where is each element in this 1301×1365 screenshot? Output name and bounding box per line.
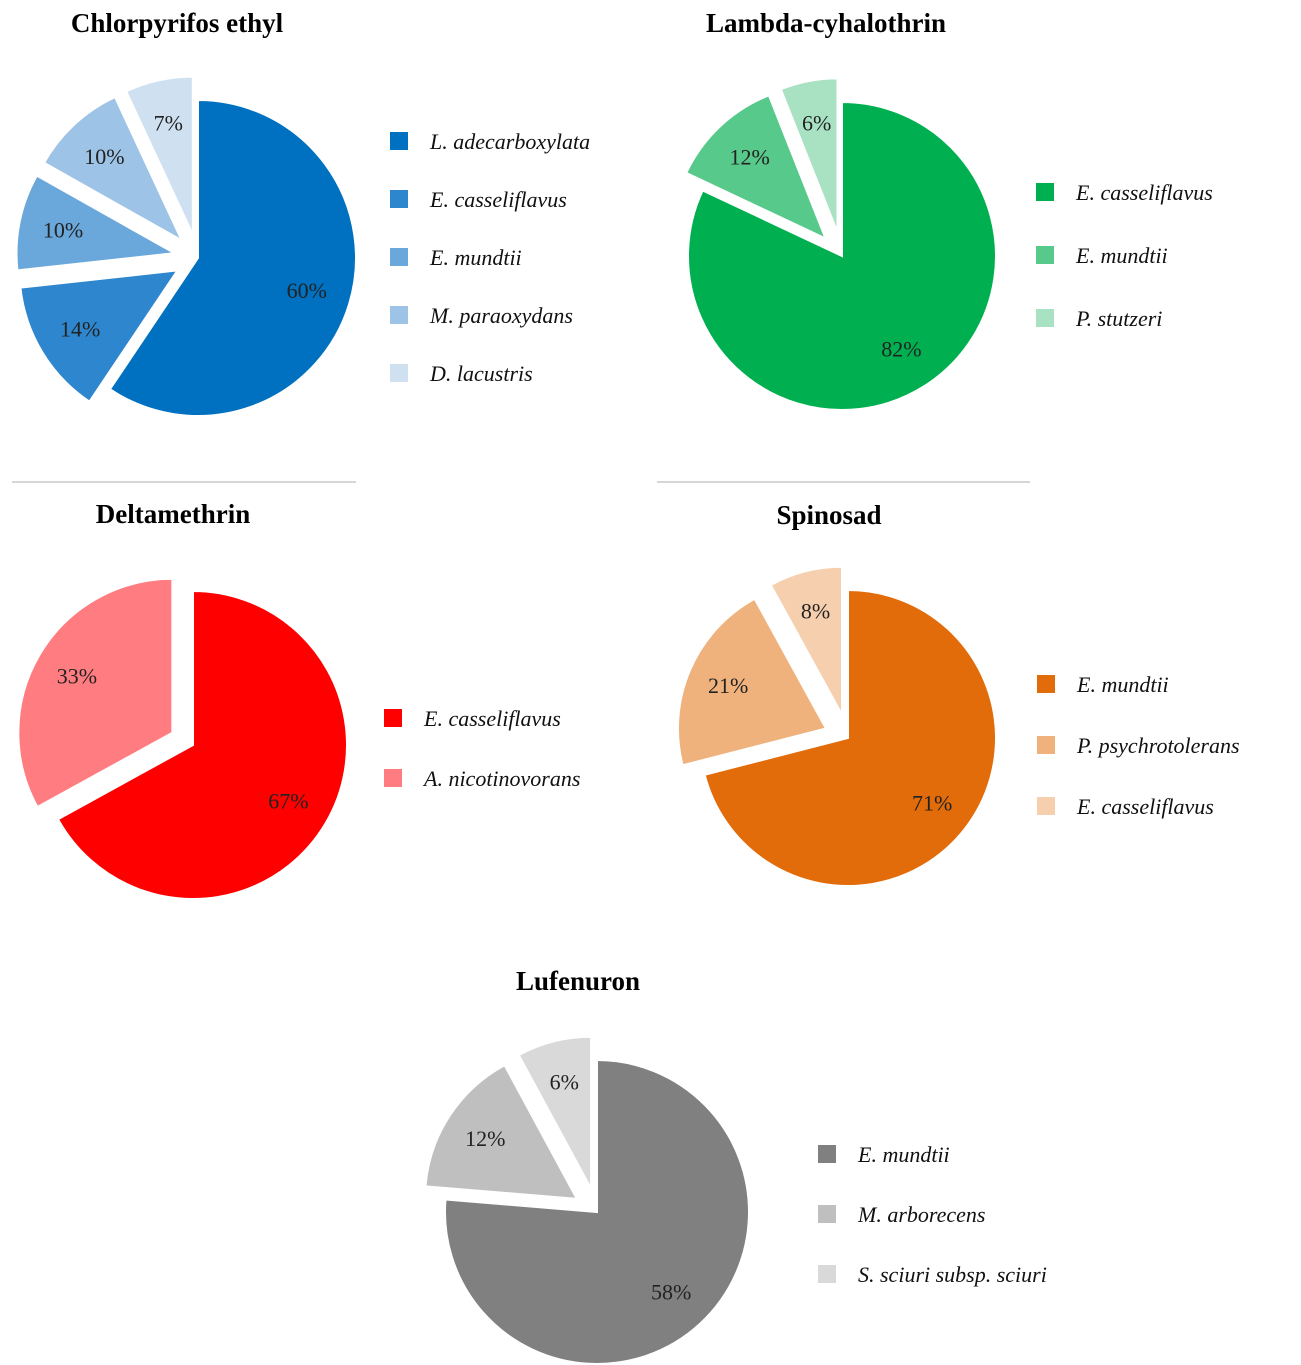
pie-slice-m-paraoxydans — [42, 95, 184, 243]
legend: E. mundtii M. arborecens S. sciuri subsp. … — [818, 1142, 1047, 1287]
legend-swatch — [818, 1145, 836, 1163]
legend-label: P. stutzeri — [1075, 306, 1162, 331]
legend-label: S. sciuri subsp. sciuri — [858, 1262, 1047, 1287]
pie-slice-p-psychrotolerans — [676, 597, 828, 767]
pie-slice-p-stutzeri — [779, 77, 839, 233]
pie-slice-e-mundtii — [15, 174, 178, 272]
legend-label: E. casseliflavus — [429, 187, 567, 212]
legend-swatch — [390, 132, 408, 150]
pie-slice-e-mundtii — [703, 588, 997, 887]
pie-slice-d-lacustris — [124, 75, 194, 235]
legend-label: D. lacustris — [429, 361, 533, 386]
legend-swatch — [1037, 736, 1055, 754]
chart-title: Spinosad — [776, 500, 881, 530]
legend: E. casseliflavus E. mundtii P. stutzeri — [1036, 180, 1213, 331]
legend-label: E. mundtii — [429, 245, 522, 270]
data-label: 7% — [154, 110, 183, 135]
data-label: 12% — [465, 1126, 505, 1151]
data-label: 12% — [730, 145, 770, 170]
pie-slice-l-adecarboxylata — [108, 98, 358, 417]
legend-swatch — [1037, 797, 1055, 815]
legend-label: M. paraoxydans — [429, 303, 573, 328]
legend-label: E. mundtii — [857, 1142, 950, 1167]
pie-chart-chlorpyrifos-ethyl: Chlorpyrifos ethyl 60% 14% 10% 10% 7% L. adeca… — [15, 8, 590, 417]
legend: L. adecarboxylata E. casseliflavus E. mund… — [390, 129, 590, 386]
legend-swatch — [390, 248, 408, 266]
pie-chart-deltamethrin: Deltamethrin 67% 33% E. casseliflavus A. nic… — [17, 499, 580, 900]
legend-label: E. mundtii — [1076, 672, 1169, 697]
legend-label: E. casseliflavus — [1075, 180, 1213, 205]
data-label: 58% — [651, 1280, 691, 1305]
chart-title: Deltamethrin — [96, 499, 250, 529]
pie-slice-e-casseliflavus — [56, 589, 348, 900]
legend-swatch — [384, 769, 402, 787]
data-label: 6% — [802, 111, 831, 136]
data-label: 6% — [550, 1070, 579, 1095]
legend-label: L. adecarboxylata — [429, 129, 590, 154]
legend-label: A. nicotinovorans — [422, 766, 580, 791]
pie-chart-spinosad: Spinosad 71% 21% 8% E. mundtii P. psychrotole… — [676, 500, 1240, 887]
legend-label: E. casseliflavus — [423, 706, 561, 731]
legend-swatch — [818, 1205, 836, 1223]
legend-swatch — [1036, 246, 1054, 264]
data-label: 67% — [268, 788, 308, 813]
legend-label: E. casseliflavus — [1076, 794, 1214, 819]
chart-title: Lambda-cyhalothrin — [706, 8, 946, 38]
pie-slice-e-casseliflavus — [687, 100, 997, 411]
legend-label: P. psychrotolerans — [1076, 733, 1240, 758]
legend-swatch — [390, 364, 408, 382]
legend-swatch — [818, 1265, 836, 1283]
pie-chart-lufenuron: Lufenuron 58% 12% 6% E. mundtii M. arborecens… — [424, 966, 1047, 1365]
pie-slice-e-mundtii — [444, 1058, 750, 1365]
legend-swatch — [390, 190, 408, 208]
data-label: 21% — [708, 673, 748, 698]
data-label: 8% — [801, 599, 830, 624]
pie-slice-m-arborecens — [424, 1063, 579, 1201]
legend-swatch — [1037, 675, 1055, 693]
pie-slice-e-casseliflavus — [19, 269, 180, 404]
data-label: 10% — [43, 217, 83, 242]
pie-chart-lambda-cyhalothrin: Lambda-cyhalothrin 82% 12% 6% E. casseliflav… — [684, 8, 1213, 411]
pie-slice-s-sciuri-subsp-sciuri — [517, 1035, 593, 1190]
data-label: 60% — [287, 278, 327, 303]
data-label: 14% — [60, 316, 100, 341]
chart-title: Lufenuron — [516, 966, 640, 996]
data-label: 10% — [84, 144, 124, 169]
legend-label: M. arborecens — [857, 1202, 986, 1227]
pie-slice-a-nicotinovorans — [17, 577, 174, 809]
data-label: 71% — [912, 790, 952, 815]
legend: E. casseliflavus A. nicotinovorans — [384, 706, 580, 791]
chart-title: Chlorpyrifos ethyl — [71, 8, 284, 38]
legend-swatch — [384, 709, 402, 727]
data-label: 82% — [881, 337, 921, 362]
legend-swatch — [390, 306, 408, 324]
legend-swatch — [1036, 183, 1054, 201]
legend-swatch — [1036, 309, 1054, 327]
pie-slice-e-casseliflavus — [769, 565, 844, 716]
pie-slice-e-mundtii — [684, 94, 828, 241]
legend: E. mundtii P. psychrotolerans E. casselifl… — [1037, 672, 1240, 819]
legend-label: E. mundtii — [1075, 243, 1168, 268]
data-label: 33% — [57, 663, 97, 688]
